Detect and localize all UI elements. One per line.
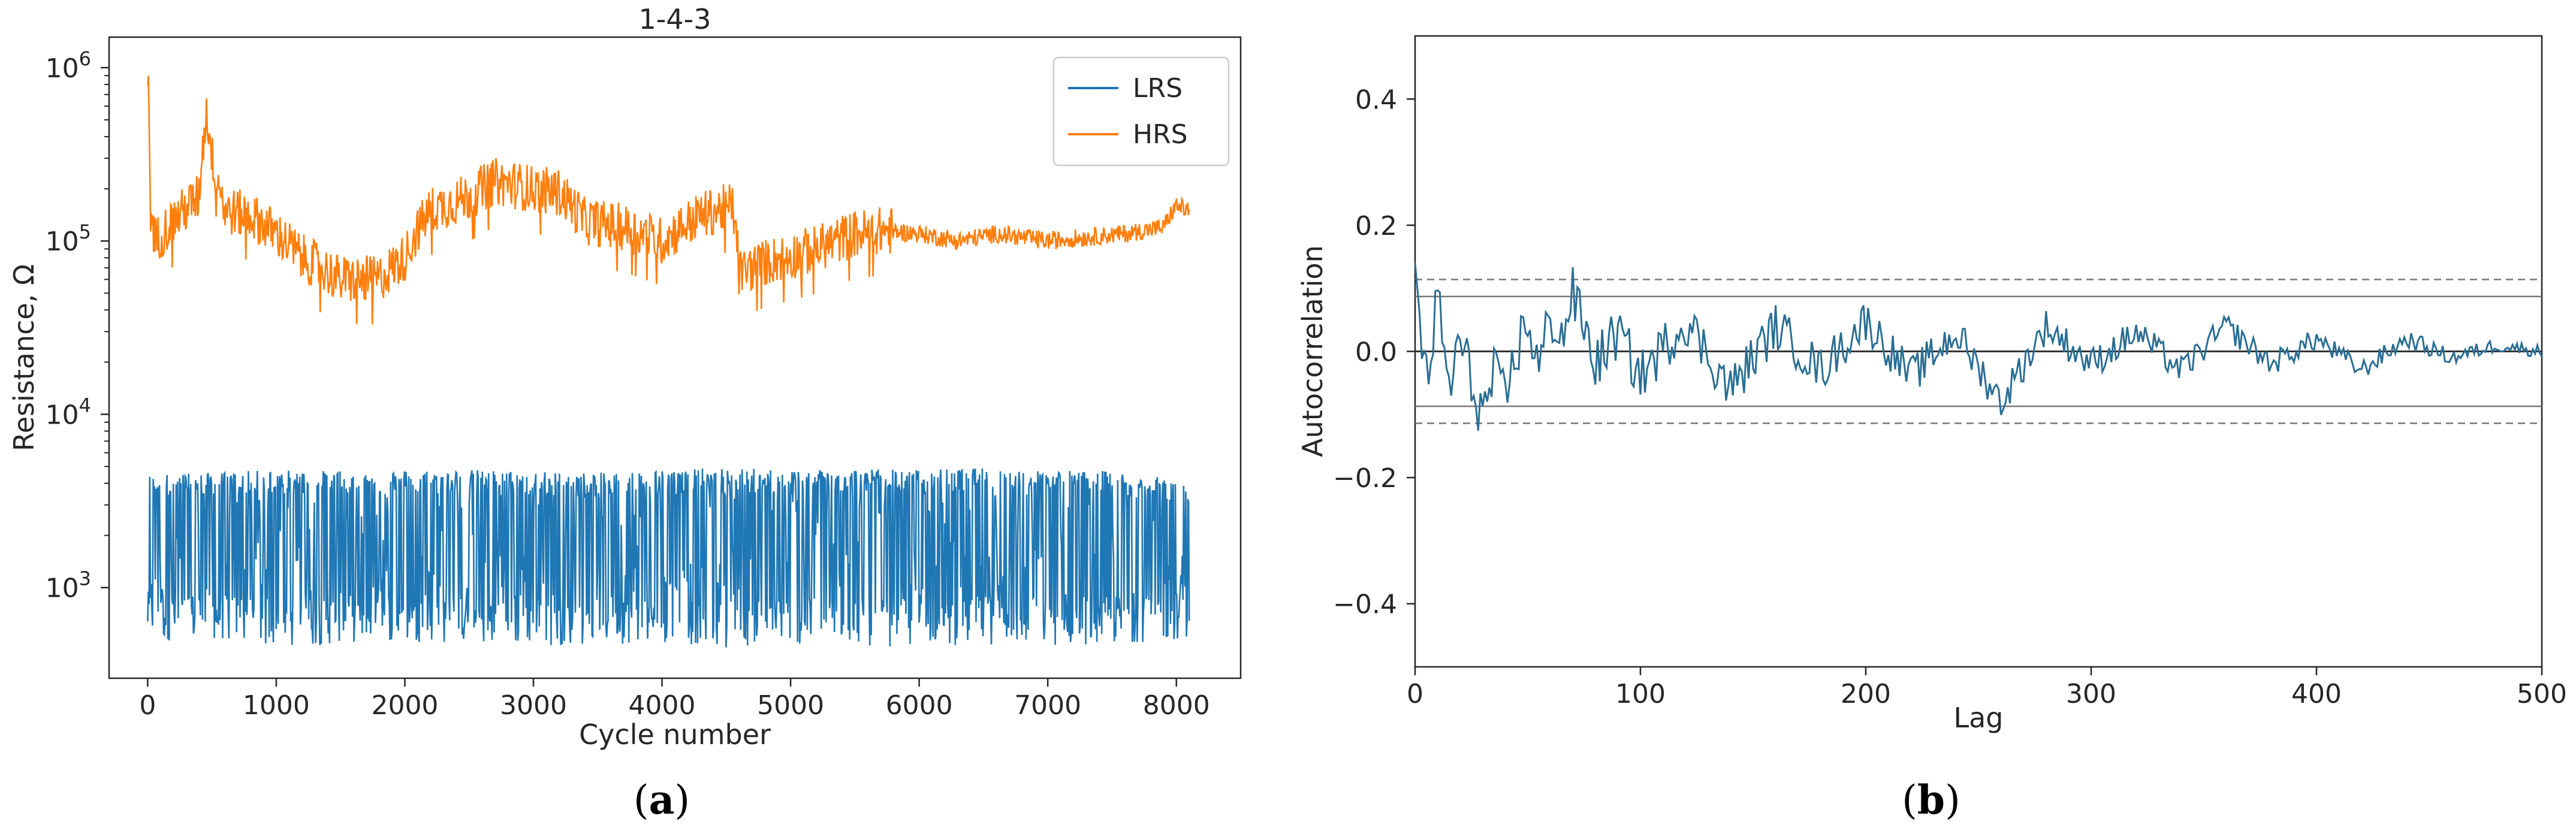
x-tick-label: 100 bbox=[1615, 679, 1666, 709]
panel-a-y-ticks: 103 104 105 106 bbox=[46, 47, 109, 604]
legend-hrs-label: HRS bbox=[1133, 119, 1188, 150]
panel-a-chart: 0 1000 2000 3000 4000 5000 6000 7000 8000 103 104… bbox=[8, 3, 1242, 751]
panel-b-series-group bbox=[1414, 262, 2543, 431]
x-tick-label: 3000 bbox=[500, 690, 567, 721]
y-tick-label: 0.2 bbox=[1355, 211, 1397, 241]
panel-b-y-axis-label: Autocorrelation bbox=[1296, 245, 1329, 457]
panel-a-series-group bbox=[147, 75, 1190, 648]
series-hrs-line bbox=[147, 75, 1190, 325]
x-tick-label: 0 bbox=[1407, 679, 1423, 709]
y-tick-label: 103 bbox=[46, 567, 91, 604]
y-tick-label: 106 bbox=[46, 47, 91, 84]
panel-a-y-axis-label: Resistance, Ω bbox=[8, 264, 40, 451]
legend-lrs-label: LRS bbox=[1133, 73, 1183, 104]
x-tick-label: 8000 bbox=[1143, 690, 1210, 721]
x-tick-label: 400 bbox=[2291, 679, 2342, 709]
y-tick-label: −0.4 bbox=[1333, 590, 1397, 620]
y-tick-label: 0.4 bbox=[1355, 84, 1397, 115]
x-tick-label: 6000 bbox=[886, 690, 953, 721]
series-lrs-line bbox=[147, 468, 1190, 648]
panel-b-chart: 0 100 200 300 400 500 −0.4 −0.2 0.0 0.2 0.4 Lag A… bbox=[1296, 35, 2567, 734]
panel-a-title: 1-4-3 bbox=[639, 3, 711, 35]
panel-b-confidence-bands bbox=[1415, 279, 2542, 424]
y-tick-label: 104 bbox=[46, 394, 91, 430]
y-tick-label: −0.2 bbox=[1333, 463, 1397, 494]
x-tick-label: 500 bbox=[2517, 679, 2567, 709]
panel-b-x-ticks: 0 100 200 300 400 500 bbox=[1407, 667, 2567, 709]
x-tick-label: 300 bbox=[2066, 679, 2116, 709]
caption-b: (b) bbox=[1902, 776, 1960, 823]
x-tick-label: 5000 bbox=[757, 690, 824, 721]
y-tick-label: 0.0 bbox=[1355, 337, 1397, 368]
autocorrelation-line bbox=[1414, 262, 2543, 431]
panel-a-x-ticks: 0 1000 2000 3000 4000 5000 6000 7000 8000 bbox=[139, 678, 1210, 721]
panel-a-legend: LRS HRS bbox=[1052, 56, 1230, 167]
x-tick-label: 7000 bbox=[1014, 690, 1081, 721]
panel-a-x-axis-label: Cycle number bbox=[579, 718, 771, 751]
x-tick-label: 0 bbox=[139, 690, 156, 721]
panel-b-x-axis-label: Lag bbox=[1953, 702, 2003, 734]
x-tick-label: 200 bbox=[1841, 679, 1891, 709]
x-tick-label: 1000 bbox=[243, 690, 310, 721]
panel-b-y-ticks: −0.4 −0.2 0.0 0.2 0.4 bbox=[1333, 84, 1415, 620]
x-tick-label: 2000 bbox=[371, 690, 438, 721]
y-tick-label: 105 bbox=[46, 220, 91, 257]
legend-box bbox=[1052, 56, 1230, 167]
x-tick-label: 4000 bbox=[629, 690, 696, 721]
caption-a: (a) bbox=[634, 776, 690, 823]
